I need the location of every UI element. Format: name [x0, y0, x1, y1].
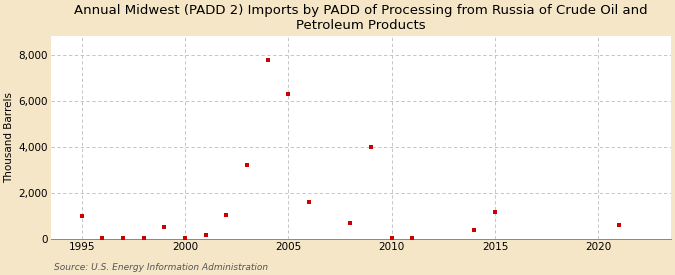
Y-axis label: Thousand Barrels: Thousand Barrels — [4, 92, 14, 183]
Point — [614, 223, 624, 228]
Point — [345, 221, 356, 225]
Point — [138, 236, 149, 240]
Point — [407, 236, 418, 240]
Point — [263, 58, 273, 62]
Point — [180, 236, 190, 240]
Point — [366, 144, 377, 149]
Point — [221, 212, 232, 217]
Point — [76, 214, 87, 218]
Point — [117, 236, 128, 240]
Point — [242, 163, 252, 167]
Text: Source: U.S. Energy Information Administration: Source: U.S. Energy Information Administ… — [54, 263, 268, 272]
Point — [97, 236, 108, 240]
Point — [304, 200, 315, 204]
Point — [386, 236, 397, 240]
Point — [159, 225, 169, 230]
Title: Annual Midwest (PADD 2) Imports by PADD of Processing from Russia of Crude Oil a: Annual Midwest (PADD 2) Imports by PADD … — [74, 4, 647, 32]
Point — [489, 210, 500, 214]
Point — [283, 92, 294, 96]
Point — [469, 227, 480, 232]
Point — [200, 233, 211, 238]
